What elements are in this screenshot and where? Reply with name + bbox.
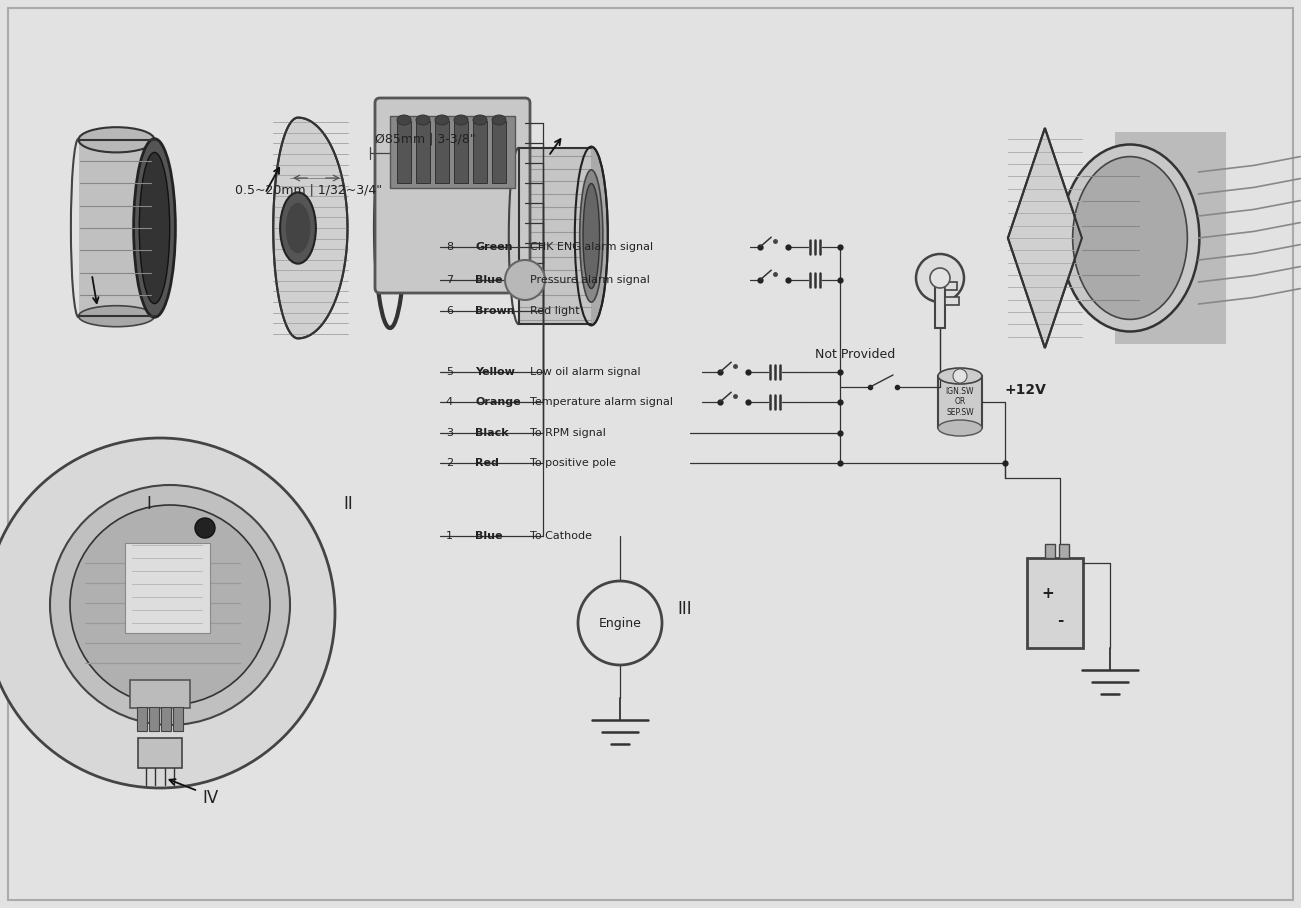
Bar [125, 543, 209, 633]
Ellipse shape [280, 192, 316, 263]
Bar [938, 376, 982, 428]
Bar [435, 121, 449, 183]
Text: 3: 3 [446, 428, 453, 438]
Polygon shape [78, 140, 155, 316]
Bar [945, 297, 959, 305]
Ellipse shape [454, 115, 468, 125]
Text: II: II [343, 495, 353, 513]
Ellipse shape [139, 153, 169, 303]
Ellipse shape [474, 115, 487, 125]
Ellipse shape [416, 115, 431, 125]
Text: Blue: Blue [475, 275, 502, 285]
Text: 5: 5 [446, 367, 453, 377]
Text: To positive pole: To positive pole [530, 458, 615, 468]
Text: Black: Black [475, 428, 509, 438]
Text: Low oil alarm signal: Low oil alarm signal [530, 367, 640, 377]
Text: Brown: Brown [475, 306, 515, 316]
Bar [454, 121, 468, 183]
Ellipse shape [583, 183, 600, 289]
Bar [150, 707, 159, 731]
Text: -: - [1056, 614, 1063, 628]
Text: 7: 7 [446, 275, 453, 285]
Bar [130, 680, 190, 708]
Text: Ø85mm | 3-3/8": Ø85mm | 3-3/8" [375, 133, 476, 145]
Ellipse shape [1060, 144, 1200, 331]
Text: Engine: Engine [598, 617, 641, 629]
Bar [935, 276, 945, 328]
Bar [137, 707, 147, 731]
Ellipse shape [575, 147, 608, 325]
Text: III: III [678, 600, 692, 618]
Ellipse shape [435, 115, 449, 125]
Ellipse shape [286, 202, 311, 253]
Text: +12V: +12V [1004, 383, 1047, 397]
Ellipse shape [78, 127, 155, 153]
Circle shape [930, 268, 950, 288]
Ellipse shape [938, 420, 982, 436]
Circle shape [0, 438, 334, 788]
Text: Red: Red [475, 458, 498, 468]
Text: 8: 8 [446, 242, 453, 252]
Ellipse shape [78, 306, 155, 327]
Text: 1: 1 [446, 531, 453, 541]
Bar [397, 121, 411, 183]
Bar [161, 707, 170, 731]
Text: Temperature alarm signal: Temperature alarm signal [530, 397, 673, 407]
Text: Blue: Blue [475, 531, 502, 541]
Text: IV: IV [202, 789, 219, 807]
Circle shape [578, 581, 662, 665]
Ellipse shape [492, 115, 506, 125]
Bar [1115, 133, 1227, 343]
Ellipse shape [938, 368, 982, 384]
Text: To Cathode: To Cathode [530, 531, 592, 541]
Ellipse shape [397, 115, 411, 125]
Text: 0.5~20mm | 1/32~3/4": 0.5~20mm | 1/32~3/4" [235, 183, 382, 196]
Text: I: I [147, 495, 151, 513]
Text: +: + [1041, 586, 1054, 600]
Text: 6: 6 [446, 306, 453, 316]
Polygon shape [273, 118, 347, 339]
Ellipse shape [580, 170, 602, 302]
Bar [390, 116, 515, 188]
Text: Red light: Red light [530, 306, 580, 316]
Text: Yellow: Yellow [475, 367, 515, 377]
Bar [1059, 544, 1069, 558]
Circle shape [916, 254, 964, 302]
Text: Not Provided: Not Provided [814, 348, 895, 360]
Circle shape [70, 505, 271, 705]
Ellipse shape [379, 132, 401, 324]
Bar [474, 121, 487, 183]
Bar [1026, 558, 1082, 648]
Polygon shape [1008, 128, 1082, 348]
Text: Green: Green [475, 242, 513, 252]
Text: CHK ENG alarm signal: CHK ENG alarm signal [530, 242, 653, 252]
Bar [1045, 544, 1055, 558]
Ellipse shape [1072, 156, 1188, 320]
Bar [519, 148, 591, 324]
Bar [173, 707, 183, 731]
Text: Pressure alarm signal: Pressure alarm signal [530, 275, 650, 285]
Bar [416, 121, 431, 183]
Text: To RPM signal: To RPM signal [530, 428, 606, 438]
Bar [945, 282, 958, 290]
Bar [138, 738, 182, 768]
Circle shape [505, 260, 545, 300]
Text: 2: 2 [446, 458, 453, 468]
FancyBboxPatch shape [375, 98, 530, 293]
Ellipse shape [134, 139, 176, 317]
Circle shape [195, 518, 215, 538]
Bar [492, 121, 506, 183]
Text: Orange: Orange [475, 397, 520, 407]
Text: 4: 4 [446, 397, 453, 407]
Circle shape [954, 369, 967, 383]
Circle shape [49, 485, 290, 725]
Text: IGN.SW
OR
SEP.SW: IGN.SW OR SEP.SW [946, 387, 974, 417]
